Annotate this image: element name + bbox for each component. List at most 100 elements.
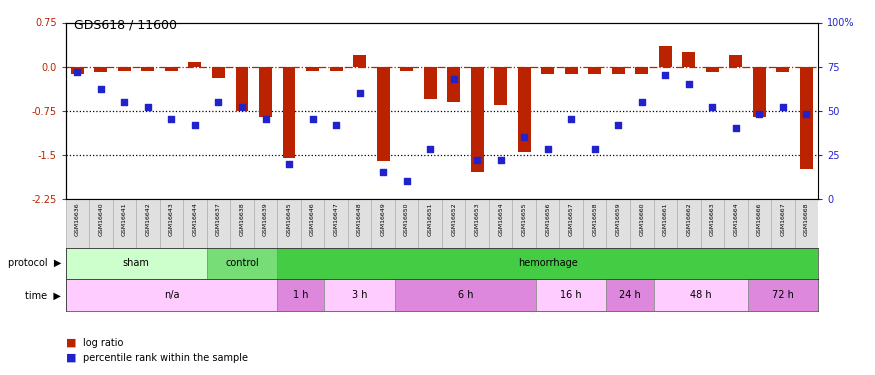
Bar	[654, 279, 747, 311]
Text: GSM16667: GSM16667	[780, 202, 786, 236]
Point	[776, 104, 790, 110]
Point	[541, 146, 555, 152]
Text: GSM16649: GSM16649	[381, 202, 386, 236]
Point	[353, 90, 367, 96]
Point	[612, 122, 626, 128]
Text: GSM16656: GSM16656	[545, 202, 550, 236]
Bar	[730, 55, 742, 67]
Bar	[142, 67, 154, 71]
Bar	[442, 199, 466, 248]
Text: GSM16663: GSM16663	[710, 202, 715, 236]
Bar	[306, 67, 319, 71]
Bar	[212, 67, 225, 78]
Bar	[752, 67, 766, 117]
Text: 24 h: 24 h	[620, 290, 640, 300]
Bar	[630, 199, 654, 248]
Text: GSM16661: GSM16661	[662, 202, 668, 236]
Text: GSM16662: GSM16662	[686, 202, 691, 236]
Text: 72 h: 72 h	[772, 290, 794, 300]
Bar	[471, 67, 484, 172]
Point	[400, 178, 414, 184]
Point	[752, 111, 766, 117]
Bar	[682, 52, 696, 67]
Text: GSM16668: GSM16668	[804, 202, 808, 236]
Bar	[89, 199, 113, 248]
Bar	[254, 199, 277, 248]
Bar	[418, 199, 442, 248]
Bar	[118, 67, 131, 71]
Bar	[160, 199, 183, 248]
Point	[117, 99, 131, 105]
Text: hemorrhage: hemorrhage	[518, 258, 578, 268]
Text: sham: sham	[123, 258, 150, 268]
Text: GSM16655: GSM16655	[522, 202, 527, 236]
Bar	[606, 199, 630, 248]
Point	[376, 170, 390, 176]
Bar	[612, 67, 625, 74]
Bar	[165, 67, 178, 71]
Bar	[66, 279, 277, 311]
Bar	[230, 199, 254, 248]
Bar	[747, 279, 818, 311]
Bar	[395, 199, 418, 248]
Text: GSM16636: GSM16636	[75, 202, 80, 236]
Point	[329, 122, 343, 128]
Bar	[800, 67, 813, 170]
Text: GSM16641: GSM16641	[122, 202, 127, 236]
Text: ■: ■	[66, 338, 76, 348]
Bar	[283, 67, 296, 158]
Bar	[466, 199, 489, 248]
Bar	[424, 67, 437, 99]
Bar	[542, 67, 554, 74]
Bar	[395, 279, 536, 311]
Bar	[259, 67, 272, 117]
Text: GSM16642: GSM16642	[145, 202, 150, 236]
Point	[634, 99, 648, 105]
Text: GSM16648: GSM16648	[357, 202, 362, 236]
Bar	[277, 248, 818, 279]
Text: GSM16651: GSM16651	[428, 202, 432, 236]
Text: GSM16643: GSM16643	[169, 202, 174, 236]
Text: protocol  ▶: protocol ▶	[8, 258, 61, 268]
Bar	[348, 199, 371, 248]
Bar	[654, 199, 677, 248]
Point	[282, 160, 296, 166]
Text: 48 h: 48 h	[690, 290, 711, 300]
Bar	[400, 67, 413, 71]
Point	[188, 122, 202, 128]
Bar	[66, 199, 89, 248]
Bar	[583, 199, 606, 248]
Text: GSM16666: GSM16666	[757, 202, 762, 236]
Bar	[564, 67, 578, 74]
Bar	[113, 199, 136, 248]
Point	[141, 104, 155, 110]
Bar	[635, 67, 648, 74]
Text: 6 h: 6 h	[458, 290, 473, 300]
Bar	[513, 199, 536, 248]
Bar	[588, 67, 601, 74]
Text: GSM16650: GSM16650	[404, 202, 410, 236]
Bar	[71, 67, 84, 74]
Point	[235, 104, 249, 110]
Bar	[494, 67, 507, 105]
Point	[800, 111, 814, 117]
Point	[212, 99, 226, 105]
Bar	[136, 199, 160, 248]
Text: percentile rank within the sample: percentile rank within the sample	[83, 353, 248, 363]
Bar	[301, 199, 325, 248]
Point	[588, 146, 602, 152]
Bar	[235, 67, 248, 111]
Text: GSM16640: GSM16640	[98, 202, 103, 236]
Point	[424, 146, 438, 152]
Bar	[659, 46, 672, 67]
Text: GDS618 / 11600: GDS618 / 11600	[74, 19, 178, 32]
Text: n/a: n/a	[164, 290, 179, 300]
Bar	[489, 199, 513, 248]
Bar	[188, 63, 201, 67]
Text: GSM16646: GSM16646	[310, 202, 315, 236]
Bar	[447, 67, 460, 102]
Bar	[706, 67, 718, 72]
Point	[564, 116, 578, 122]
Point	[70, 69, 84, 75]
Text: GSM16652: GSM16652	[452, 202, 456, 236]
